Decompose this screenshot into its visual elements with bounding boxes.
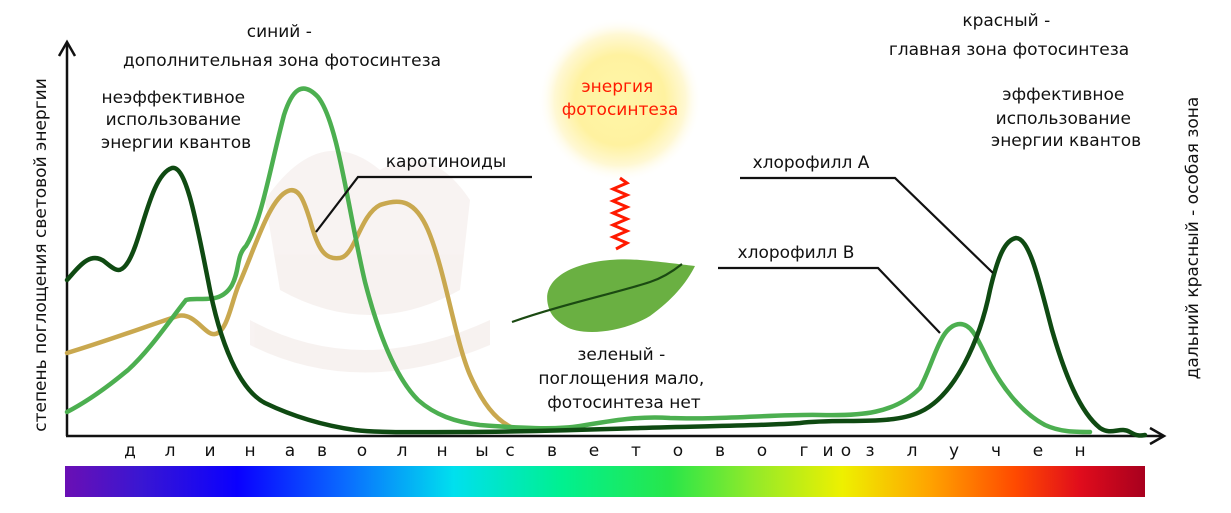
leaf-icon — [511, 259, 695, 332]
x-axis-letter: ч — [991, 441, 1001, 461]
spectrum-bar — [65, 466, 1145, 497]
x-axis-letter: в — [547, 441, 557, 461]
x-axis-letter: в — [317, 441, 327, 461]
x-axis-letter: з — [865, 441, 874, 461]
x-axis-letter: д — [124, 441, 136, 461]
lightning-icon — [609, 176, 631, 251]
x-axis-title: д л и н а в о л н ы с в е т о в о г ои з л у ч е н — [124, 441, 1085, 461]
x-axis-letter: и — [204, 441, 215, 461]
x-axis-letter: о — [841, 441, 851, 461]
x-axis-letter: н — [1074, 441, 1085, 461]
x-axis-letter: т — [631, 441, 641, 461]
chlorophyll-b-label: хлорофилл В — [738, 243, 855, 263]
watermark-emblem — [250, 150, 490, 373]
x-axis-arrow — [1149, 426, 1167, 446]
sun-glow — [538, 18, 702, 182]
y-axis-arrow — [57, 39, 77, 57]
chlorophyll-b-callout — [718, 266, 941, 334]
chlorophyll-b-curve — [64, 86, 1093, 435]
photosynthesis-energy-label: энергия фотосинтеза — [562, 77, 679, 120]
x-axis-letter: о — [673, 441, 683, 461]
chlorophyll-a-callout — [740, 176, 994, 274]
x-axis-letter: ы — [475, 441, 488, 461]
chlorophyll-a-curve — [64, 165, 1148, 438]
x-axis-letter: а — [285, 441, 295, 461]
carotenoids-curve — [64, 187, 516, 431]
x-axis-letter: л — [907, 441, 918, 461]
green-zone-label: зеленый - поглощения мало, фотосинтеза н… — [538, 345, 709, 413]
x-axis-letter: л — [397, 441, 408, 461]
x-axis-letter: е — [589, 441, 599, 461]
inefficient-label: неэффективное использование энергии кван… — [101, 88, 251, 153]
x-axis-letter: у — [949, 441, 959, 461]
x-axis-letter: о — [757, 441, 767, 461]
x-axis-letter: и — [822, 441, 833, 461]
x-axis-letter: о — [357, 441, 367, 461]
x-axis-letter: г — [800, 441, 809, 461]
x-axis-letter: в — [715, 441, 725, 461]
carotenoids-label: каротиноиды — [386, 152, 507, 172]
chlorophyll-a-label: хлорофилл А — [753, 153, 870, 173]
far-red-zone-label: дальний красный - особая зона — [1183, 97, 1203, 380]
x-axis-letter: н — [244, 441, 255, 461]
x-axis-letter: е — [1033, 441, 1043, 461]
efficient-label: эффективное использование энергии кванто… — [991, 85, 1141, 151]
x-axis-letter: с — [505, 441, 514, 461]
red-zone-label: красный - главная зона фотосинтеза — [889, 11, 1129, 60]
y-axis-label: степень поглощения световой энергии — [31, 78, 51, 432]
blue-zone-label: синий - дополнительная зона фотосинтеза — [123, 22, 441, 71]
x-axis-letter: н — [436, 441, 447, 461]
carotenoids-callout — [315, 175, 532, 233]
x-axis-letter: л — [165, 441, 176, 461]
